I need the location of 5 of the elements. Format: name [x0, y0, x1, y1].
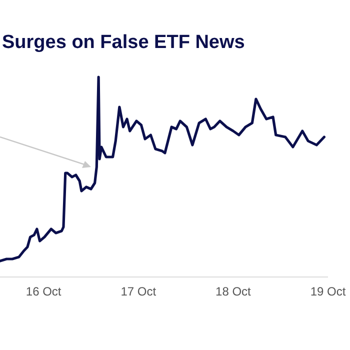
chart-title: Surges on False ETF News [2, 32, 245, 53]
x-tick-label: 18 Oct [216, 284, 252, 299]
x-tick-label: 19 Oct [310, 284, 346, 299]
x-tick-label: 16 Oct [26, 284, 62, 299]
x-tick-label: 17 Oct [120, 284, 157, 299]
